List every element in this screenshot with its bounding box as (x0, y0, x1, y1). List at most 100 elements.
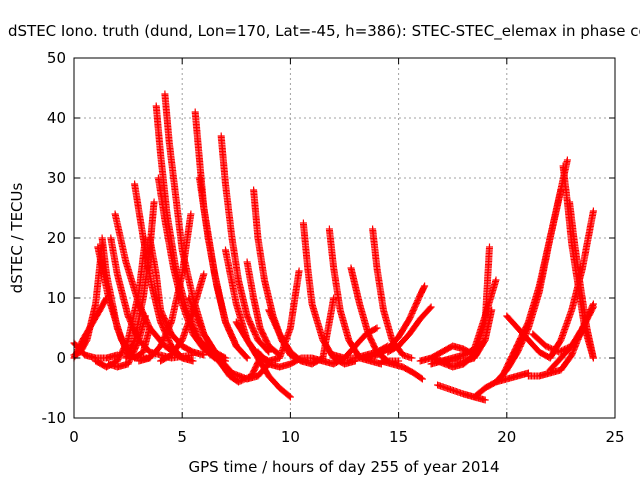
data-point (592, 306, 595, 308)
data-point (592, 210, 595, 212)
data-point (159, 153, 162, 155)
data-series (503, 312, 554, 362)
data-point (397, 345, 400, 347)
data-point (376, 327, 378, 329)
data-point (568, 201, 571, 203)
data-point (322, 360, 324, 362)
data-series (377, 357, 426, 383)
data-point (391, 363, 393, 365)
data-point (376, 267, 378, 269)
data-point (402, 354, 404, 356)
data-point (549, 357, 551, 359)
data-series (265, 294, 338, 368)
data-point (408, 318, 411, 320)
data-point (560, 339, 562, 341)
data-series (196, 174, 251, 362)
data-point (570, 309, 573, 311)
data-point (354, 345, 357, 347)
data-point (365, 357, 367, 359)
data-point (86, 339, 88, 341)
data-point (328, 228, 331, 230)
data-point (527, 321, 530, 323)
data-point (220, 135, 222, 137)
data-point (311, 357, 313, 359)
data-point (278, 387, 281, 389)
data-point (159, 309, 162, 311)
data-point (289, 396, 292, 398)
data-point (148, 237, 151, 239)
data-point (153, 201, 155, 203)
data-point (527, 339, 530, 341)
data-point (198, 177, 201, 179)
data-point (90, 324, 93, 326)
data-point (451, 357, 454, 359)
data-point (170, 333, 173, 335)
data-point (386, 351, 389, 353)
data-point (348, 339, 350, 341)
data-point (560, 369, 562, 371)
data-point (380, 360, 383, 362)
data-point (198, 159, 201, 161)
x-axis-label: GPS time / hours of day 255 of year 2014 (189, 458, 500, 476)
data-point (516, 327, 519, 329)
chart-title: dSTEC Iono. truth (dund, Lon=170, Lat=-4… (8, 22, 640, 41)
data-point (252, 189, 255, 191)
data-point (159, 345, 162, 347)
data-point (155, 273, 158, 275)
data-point (257, 351, 259, 353)
data-point (549, 237, 551, 239)
data-point (566, 159, 569, 161)
x-tick-label: 25 (605, 428, 624, 446)
data-point (224, 321, 227, 323)
data-point (367, 333, 370, 335)
data-point (451, 345, 454, 347)
x-tick-label: 10 (281, 428, 300, 446)
data-series (384, 303, 435, 356)
y-tick-label: 0 (56, 349, 66, 367)
data-point (170, 345, 173, 347)
data-point (423, 285, 426, 287)
data-point (220, 363, 222, 365)
data-series (243, 258, 284, 359)
data-point (142, 237, 145, 239)
data-point (538, 285, 541, 287)
data-point (436, 360, 439, 362)
data-point (311, 303, 313, 305)
data-point (267, 345, 270, 347)
x-tick-label: 15 (389, 428, 408, 446)
data-point (97, 246, 99, 248)
data-point (99, 309, 101, 311)
data-point (164, 93, 166, 95)
data-point (484, 339, 486, 341)
data-point (490, 309, 493, 311)
data-point (138, 360, 140, 362)
data-point (168, 141, 171, 143)
x-tick-label: 0 (69, 428, 79, 446)
data-point (157, 177, 160, 179)
data-point (339, 309, 341, 311)
data-point (190, 213, 192, 215)
data-point (538, 351, 541, 353)
data-point (235, 321, 238, 323)
data-point (484, 321, 486, 323)
data-point (125, 357, 127, 359)
data-series (416, 342, 478, 365)
data-point (462, 363, 465, 365)
data-point (592, 357, 595, 359)
data-point (105, 273, 108, 275)
data-point (164, 345, 166, 347)
data-point (369, 360, 372, 362)
data-point (343, 363, 346, 365)
data-series (362, 282, 429, 362)
data-point (382, 309, 385, 311)
data-point (181, 303, 183, 305)
data-point (570, 354, 573, 356)
data-series (206, 348, 264, 386)
data-point (516, 375, 519, 377)
data-point (557, 351, 560, 353)
data-point (408, 333, 411, 335)
data-series (546, 207, 597, 362)
data-point (332, 297, 335, 299)
data-point (133, 339, 136, 341)
data-point (174, 195, 177, 197)
